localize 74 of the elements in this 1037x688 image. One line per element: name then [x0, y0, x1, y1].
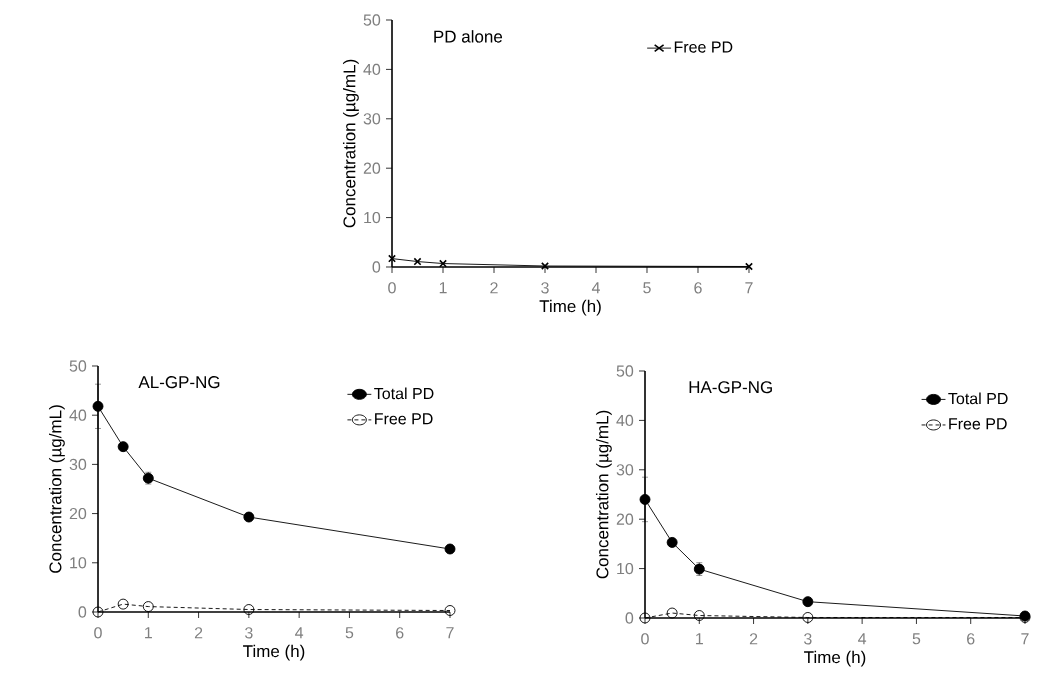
y-axis-title: Concentration (µg/mL)	[48, 405, 65, 573]
chart-title: AL-GP-NG	[138, 376, 220, 389]
x-tick-label: 1	[145, 627, 152, 639]
point	[639, 612, 651, 624]
chart-title: PD alone	[434, 30, 503, 43]
x-tick-label: 0	[94, 627, 102, 639]
y-tick-label: 50	[69, 360, 87, 372]
x-tick-label: 7	[446, 627, 454, 639]
x-tick-label: 4	[858, 633, 867, 645]
x-tick-label: 3	[804, 633, 812, 645]
y-tick-label: 20	[69, 507, 87, 520]
x-tick-label: 4	[295, 627, 304, 639]
x-tick-label: 2	[749, 633, 758, 645]
point	[92, 606, 104, 618]
point	[639, 493, 651, 505]
y-tick-label: 0	[372, 261, 381, 273]
x-axis-title: Time (h)	[539, 299, 601, 316]
legend-label: Free PD	[375, 413, 433, 425]
x-tick-label: 5	[643, 282, 651, 294]
point	[117, 598, 129, 610]
x-tick-label: 6	[694, 282, 702, 294]
x-tick-label: 3	[245, 627, 253, 639]
y-tick-label: 0	[78, 606, 87, 618]
x-axis-title: Time (h)	[804, 650, 866, 667]
x-tick-label: 6	[967, 633, 975, 645]
point	[92, 400, 104, 412]
point	[142, 601, 154, 613]
point	[243, 604, 255, 615]
point	[666, 536, 678, 548]
y-tick-label: 50	[616, 365, 634, 377]
x-tick-label: 3	[541, 282, 549, 294]
point	[802, 612, 814, 623]
x-tick-label: 0	[388, 282, 396, 294]
y-tick-label: 40	[69, 409, 87, 421]
x-tick-label: 1	[439, 282, 447, 294]
legend-label: Free PD	[949, 418, 1007, 430]
y-tick-label: 20	[363, 162, 381, 174]
x-tick-label: 1	[696, 633, 703, 645]
x-tick-label: 2	[194, 627, 203, 639]
x-tick-label: 7	[745, 282, 753, 294]
legend-label: Total PD	[374, 387, 434, 400]
x-tick-label: 7	[1021, 633, 1029, 645]
point	[444, 543, 456, 555]
x-tick-label: 6	[396, 627, 404, 639]
y-tick-label: 50	[363, 14, 381, 26]
point	[802, 596, 814, 608]
point	[666, 607, 678, 619]
y-tick-label: 20	[616, 513, 634, 525]
y-tick-label: 40	[363, 63, 381, 76]
y-tick-label: 10	[70, 557, 87, 569]
y-tick-label: 40	[616, 414, 634, 427]
x-tick-label: 5	[912, 633, 921, 645]
point	[413, 257, 422, 266]
y-tick-label: 10	[364, 211, 381, 224]
point	[541, 262, 549, 270]
legend-label: Total PD	[948, 392, 1008, 405]
point	[444, 605, 456, 616]
y-tick-label: 30	[616, 464, 634, 476]
chart-title: HA-GP-NG	[689, 381, 772, 394]
point	[243, 511, 255, 523]
y-tick-label: 30	[363, 113, 381, 125]
x-tick-label: 0	[641, 633, 649, 645]
y-tick-label: 30	[69, 458, 87, 471]
legend-label: Free PD	[674, 41, 733, 53]
x-tick-label: 4	[591, 282, 600, 294]
x-axis-title: Time (h)	[243, 644, 305, 661]
y-axis-title: Concentration (µg/mL)	[342, 59, 359, 228]
x-tick-label: 5	[345, 627, 354, 639]
point	[745, 262, 753, 271]
x-tick-label: 2	[490, 282, 498, 294]
point	[693, 610, 705, 621]
y-tick-label: 0	[625, 612, 634, 624]
y-tick-label: 10	[617, 562, 634, 575]
y-axis-title: Concentration (µg/mL)	[595, 410, 612, 579]
